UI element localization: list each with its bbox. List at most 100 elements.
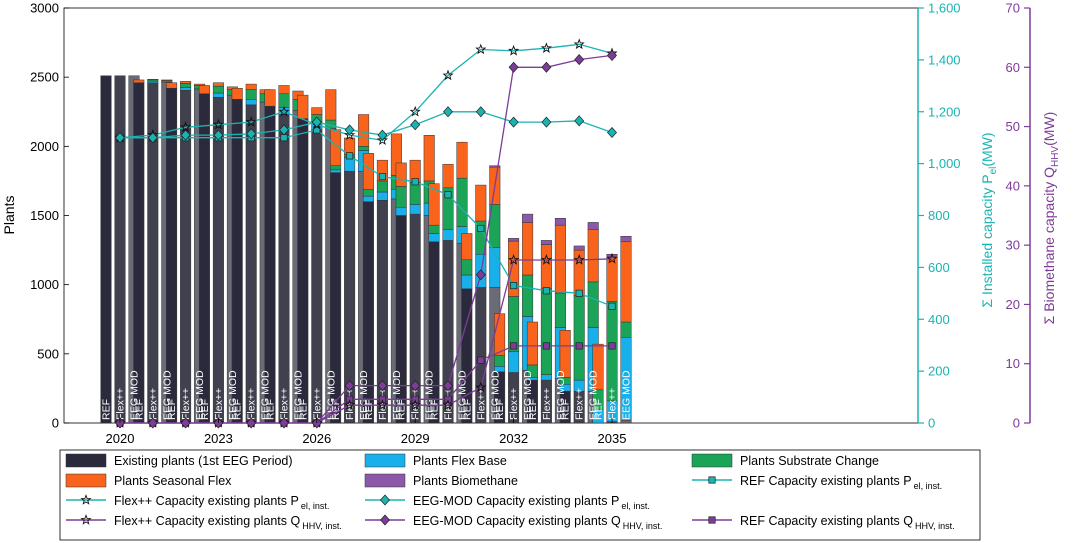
bar-label-ref: REF xyxy=(297,399,309,420)
legend-swatch xyxy=(65,453,107,468)
point-2-2020 xyxy=(115,132,125,144)
bar-seasonal-ref-2035 xyxy=(592,343,604,391)
bar-seasonal-eegmod-2034 xyxy=(587,229,599,283)
legend-swatch xyxy=(364,453,406,468)
point-3-2029 xyxy=(411,395,419,403)
point-5-2035 xyxy=(607,49,617,61)
point-4-2029 xyxy=(409,399,421,411)
bar-substrate-ref-2028 xyxy=(362,188,374,197)
bar-seasonal-ref-2023 xyxy=(198,85,210,95)
bar-label-flex: Flex++ xyxy=(213,388,225,420)
y-tick-label: 2500 xyxy=(30,70,59,85)
bar-label-eegmod: EEG MOD xyxy=(621,370,633,420)
legend-label: Plants Biomethane xyxy=(413,474,518,488)
bar-biomethane-eegmod-2032 xyxy=(522,213,534,223)
qhhv-tick-label: 10 xyxy=(1006,356,1020,371)
bar-biomethane-eegmod-2033 xyxy=(554,218,566,226)
bar-existing-flex-2023 xyxy=(212,96,224,424)
y-tick-label: 1000 xyxy=(30,277,59,292)
bar-biomethane-flex-2032 xyxy=(508,238,520,242)
bar-seasonal-ref-2029 xyxy=(395,162,407,187)
legend-marker-diamond-icon xyxy=(380,494,390,506)
bar-seasonal-ref-2031 xyxy=(461,233,473,261)
bar-label-ref: REF xyxy=(429,399,441,420)
bar-seasonal-flex-2028 xyxy=(376,159,388,182)
legend-label: Plants Flex Base xyxy=(413,454,507,468)
bar-seasonal-flex-2026 xyxy=(311,107,323,115)
point-5-2032 xyxy=(508,61,519,73)
bar-substrate-flex-2033 xyxy=(540,288,552,375)
pel-tick-label: 600 xyxy=(928,260,950,275)
legend-swatch xyxy=(691,453,733,468)
point-0-2032 xyxy=(510,281,518,290)
qhhv-tick-label: 40 xyxy=(1006,178,1020,193)
legend-label-sub: HHV, inst. xyxy=(623,521,663,531)
bar-label-eegmod: EEG MOD xyxy=(260,370,272,420)
point-4-2034 xyxy=(573,254,585,265)
legend-label: Existing plants (1st EEG Period) xyxy=(114,454,293,468)
point-0-2034 xyxy=(575,289,583,297)
bar-substrate-flex-2029 xyxy=(409,182,421,205)
bar-seasonal-ref-2030 xyxy=(428,183,440,226)
legend-label-sub: el, inst. xyxy=(621,501,650,511)
y-axis-label: Plants xyxy=(1,196,17,235)
point-1-2023 xyxy=(212,118,225,130)
line-series-2 xyxy=(120,111,613,139)
point-1-2024 xyxy=(245,116,257,127)
bar-existing-flex-2020 xyxy=(114,75,126,424)
bar-label-eegmod: EEG MOD xyxy=(588,370,600,420)
bar-label-ref: REF xyxy=(133,399,145,420)
point-5-2031 xyxy=(475,269,486,281)
bar-label-ref: REF xyxy=(166,399,178,420)
bar-existing-flex-2026 xyxy=(311,129,323,424)
point-2-2025 xyxy=(279,124,289,136)
y-tick-label: 3000 xyxy=(30,1,59,16)
point-1-2031 xyxy=(475,43,487,55)
point-4-2033 xyxy=(540,254,553,265)
pel-tick-label: 1,000 xyxy=(928,156,961,171)
x-tick-label: 2020 xyxy=(106,431,135,446)
bar-label-ref: REF xyxy=(199,399,211,420)
bar-label-eegmod: EEG MOD xyxy=(522,370,534,420)
legend-marker-star-icon xyxy=(80,494,92,505)
point-1-2027 xyxy=(343,129,356,140)
point-1-2028 xyxy=(376,134,389,146)
bar-biomethane-eegmod-2034 xyxy=(587,222,599,230)
point-4-2027 xyxy=(343,399,356,411)
bar-label-eegmod: EEG MOD xyxy=(358,370,370,420)
point-5-2033 xyxy=(541,61,552,73)
point-5-2027 xyxy=(344,380,355,392)
bar-flex_base-flex-2027 xyxy=(344,157,356,172)
point-5-2021 xyxy=(147,417,158,429)
qhhv-tick-label: 50 xyxy=(1006,119,1020,134)
pel-tick-label: 200 xyxy=(928,364,950,379)
bar-label-eegmod: EEG MOD xyxy=(424,370,436,420)
x-tick-label: 2029 xyxy=(401,431,430,446)
x-tick-label: 2035 xyxy=(598,431,627,446)
legend-label: EEG-MOD Capacity existing plants Q HHV, i… xyxy=(413,514,662,531)
bar-substrate-ref-2030 xyxy=(428,224,440,234)
bar-label-eegmod: EEG MOD xyxy=(489,370,501,420)
bar-seasonal-flex-2021 xyxy=(147,78,159,81)
point-2-2035 xyxy=(607,126,617,139)
bar-seasonal-flex-2035 xyxy=(606,256,618,302)
bar-biomethane-eegmod-2031 xyxy=(489,165,501,168)
bar-label-ref: REF xyxy=(461,399,473,420)
bar-label-flex: Flex++ xyxy=(180,388,192,420)
bar-seasonal-eegmod-2027 xyxy=(358,114,370,147)
bar-substrate-flex-2023 xyxy=(212,85,224,94)
bar-seasonal-ref-2028 xyxy=(362,153,374,190)
legend-label-sub: el, inst. xyxy=(914,481,943,491)
point-3-2033 xyxy=(542,342,550,350)
point-5-2029 xyxy=(410,380,421,392)
bar-label-flex: Flex++ xyxy=(508,388,520,420)
bar-label-ref: REF xyxy=(101,399,113,420)
point-3-2035 xyxy=(608,342,616,350)
point-5-2024 xyxy=(246,417,257,429)
point-3-2034 xyxy=(575,342,583,350)
bar-seasonal-ref-2024 xyxy=(231,87,243,100)
qhhv-axis-label: Σ Biomethane capacity QHHV(MW) xyxy=(1041,112,1061,325)
legend-marker-star-icon xyxy=(80,514,92,525)
